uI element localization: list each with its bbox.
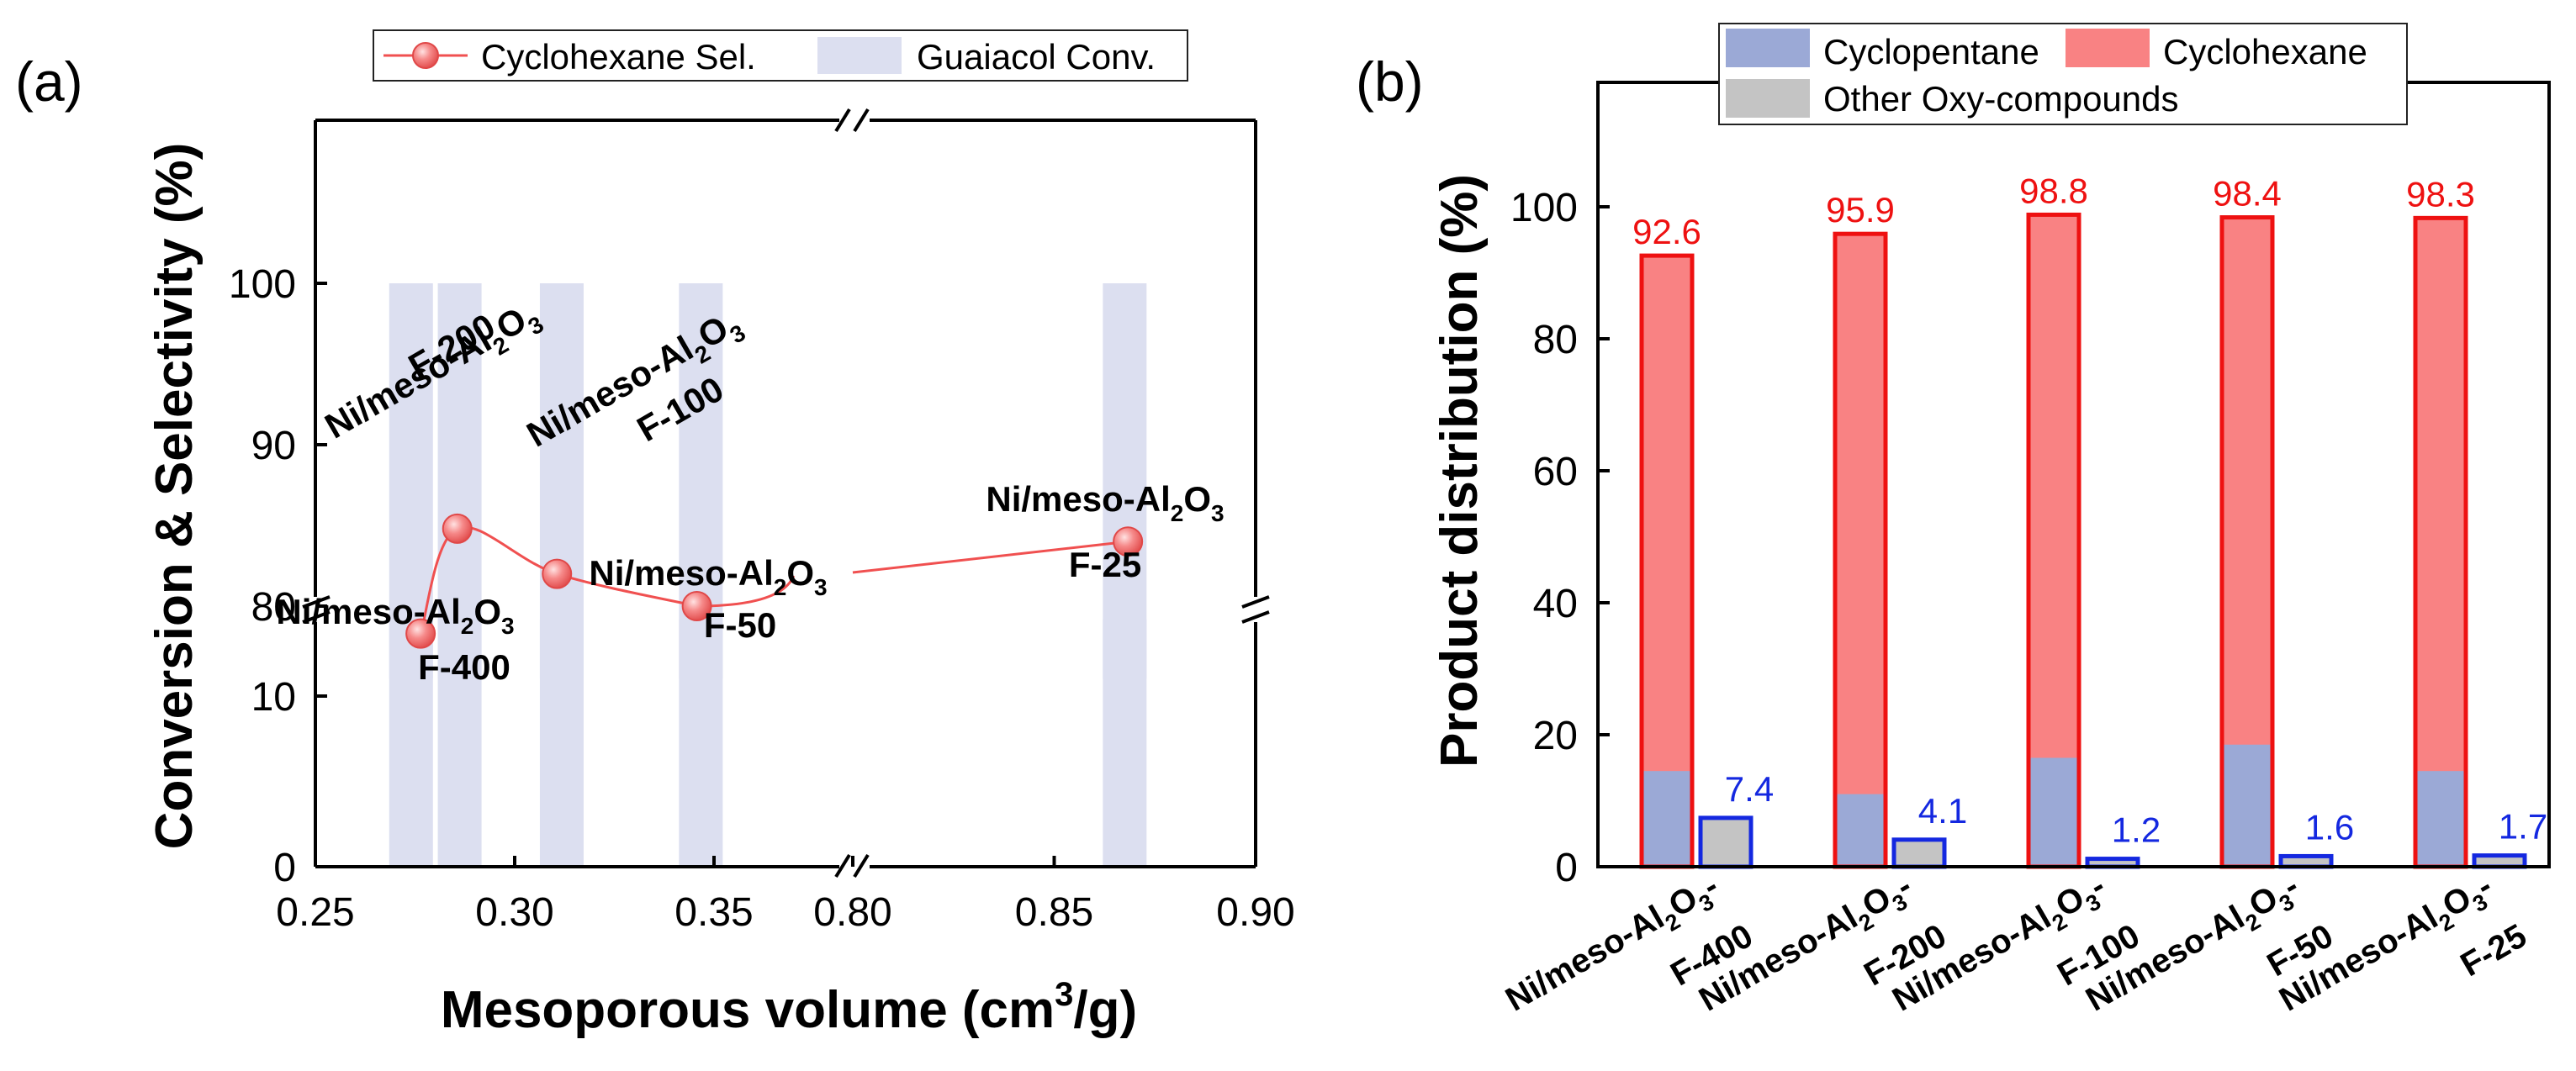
panel-a-x-ticks: 0.25 0.30 0.35 0.80 0.85 0.90 xyxy=(276,856,1295,935)
panel-a-y-axis-label: Conversion & Selectivity (%) xyxy=(145,143,204,850)
legend-cyclopentane-swatch xyxy=(1726,29,1810,67)
annotation-line2-3: F-50 xyxy=(704,605,776,645)
cyclopentane-bar-4 xyxy=(2415,771,2466,867)
product-bars xyxy=(1639,212,2527,869)
panel-b: (b) 0 20 40 60 80 100 92.6 7.4 95.9 4.1 98.8 1.2 98… xyxy=(1356,23,2551,1019)
legend-cyclohexane-swatch xyxy=(2066,29,2150,67)
conversion-bar-lower-0 xyxy=(389,619,433,867)
panel-b-y-axis-label: Product distribution (%) xyxy=(1431,174,1489,768)
x-tick-label-1: 0.30 xyxy=(475,890,553,935)
cyclohexane-value-label-3: 98.4 xyxy=(2213,174,2282,214)
y-tick-label-0: 0 xyxy=(273,846,296,890)
selectivity-point-4 xyxy=(1113,526,1144,557)
panel-a-frame xyxy=(314,119,1257,868)
x-tick-label-5: 0.90 xyxy=(1216,890,1294,935)
cyclohexane-bar-4 xyxy=(2415,218,2466,868)
selectivity-point-0 xyxy=(405,618,436,649)
y-tick-label-3: 90 xyxy=(251,424,296,468)
selectivity-point-1 xyxy=(442,513,473,544)
annotation-line2-4: F-25 xyxy=(1069,545,1141,584)
oxy-bar-4 xyxy=(2472,853,2527,869)
oxy-value-label-1: 4.1 xyxy=(1918,791,1967,831)
oxy-value-label-3: 1.6 xyxy=(2305,807,2354,847)
panel-b-value-labels: 92.6 7.4 95.9 4.1 98.8 1.2 98.4 1.6 98.3 1.7 xyxy=(1632,171,2547,849)
x-tick-label-4: 0.85 xyxy=(1015,890,1093,935)
conversion-bar-lower-1 xyxy=(437,619,482,867)
conversion-bar-upper-4 xyxy=(1103,283,1147,679)
panel-a-legend: Cyclohexane Sel. Guaiacol Conv. xyxy=(373,29,1188,82)
panel-b-legend: Cyclopentane Cyclohexane Other Oxy-compo… xyxy=(1718,23,2408,125)
oxy-bar-1 xyxy=(1891,837,1947,869)
panel-b-category-labels: Ni/meso-Al2O3-F-400Ni/meso-Al2O3-F-200Ni… xyxy=(1500,868,2533,1019)
category-line2-4: F-25 xyxy=(2454,917,2532,984)
conversion-bar-lower-2 xyxy=(539,619,584,867)
cyclopentane-bar-0 xyxy=(1642,771,1692,867)
x-tick-label-3: 0.80 xyxy=(813,890,891,935)
cyclohexane-bar-1 xyxy=(1835,234,1886,867)
oxy-value-label-2: 1.2 xyxy=(2112,810,2161,850)
legend-oxy-label: Other Oxy-compounds xyxy=(1823,79,2179,119)
b-y-tick-label-3: 60 xyxy=(1533,450,1578,494)
y-tick-label-1: 10 xyxy=(251,675,296,720)
panel-b-y-ticks: 0 20 40 60 80 100 xyxy=(1510,186,1610,890)
annotation-line2-0: F-400 xyxy=(418,647,510,687)
cyclopentane-bar-2 xyxy=(2029,757,2079,867)
b-y-tick-label-2: 40 xyxy=(1533,582,1578,626)
b-y-tick-label-1: 20 xyxy=(1533,714,1578,758)
selectivity-points xyxy=(405,513,1144,649)
legend-selectivity-marker xyxy=(412,42,439,69)
b-y-tick-label-4: 80 xyxy=(1533,318,1578,362)
cyclohexane-value-label-4: 98.3 xyxy=(2406,174,2475,214)
legend-conversion-label: Guaiacol Conv. xyxy=(917,37,1156,76)
panel-a-x-axis-label: Mesoporous volume (cm3/g) xyxy=(441,976,1137,1039)
axis-break-marks xyxy=(302,108,1270,878)
conversion-bar-upper-2 xyxy=(539,283,584,679)
x-tick-label-0: 0.25 xyxy=(276,890,354,935)
conversion-bars xyxy=(389,283,1147,867)
cyclopentane-bar-3 xyxy=(2222,744,2272,867)
panel-a: (a) 0.25 0.30 0.35 0.80 0.85 0.90 0108090100 … xyxy=(15,29,1295,1039)
legend-conversion-swatch xyxy=(817,37,902,74)
legend-cyclohexane-label: Cyclohexane xyxy=(2163,32,2367,71)
cyclohexane-value-label-0: 92.6 xyxy=(1632,212,1701,251)
selectivity-point-3 xyxy=(681,591,712,621)
conversion-bar-upper-1 xyxy=(437,283,482,679)
cyclohexane-value-label-1: 95.9 xyxy=(1826,190,1895,230)
cyclohexane-bar-0 xyxy=(1642,256,1692,868)
cyclopentane-bar-1 xyxy=(1835,794,1886,867)
legend-cyclopentane-label: Cyclopentane xyxy=(1823,32,2039,71)
conversion-bar-lower-4 xyxy=(1103,619,1147,867)
legend-selectivity-label: Cyclohexane Sel. xyxy=(481,37,756,76)
oxy-value-label-4: 1.7 xyxy=(2499,807,2547,847)
panel-b-label: (b) xyxy=(1356,50,1424,113)
legend-oxy-swatch xyxy=(1726,79,1810,118)
y-tick-label-4: 100 xyxy=(229,262,296,307)
oxy-bar-0 xyxy=(1698,815,1753,869)
panel-a-y-ticks: 0 10 80 90 100 xyxy=(229,262,327,890)
annotation-catalyst-3: Ni/meso-Al2O3 xyxy=(589,553,827,600)
panel-a-label: (a) xyxy=(15,50,83,113)
oxy-value-label-0: 7.4 xyxy=(1725,769,1774,809)
conversion-bar-lower-3 xyxy=(679,619,723,867)
cyclohexane-value-label-2: 98.8 xyxy=(2019,171,2088,210)
b-y-tick-label-5: 100 xyxy=(1510,186,1578,230)
x-tick-label-2: 0.35 xyxy=(674,890,753,935)
y-tick-label-2: 80 xyxy=(251,585,296,630)
b-y-tick-label-0: 0 xyxy=(1555,846,1578,890)
annotation-catalyst-0: Ni/meso-Al2O3 xyxy=(276,592,514,639)
selectivity-point-2 xyxy=(542,558,573,589)
annotation-catalyst-4: Ni/meso-Al2O3 xyxy=(986,479,1224,526)
